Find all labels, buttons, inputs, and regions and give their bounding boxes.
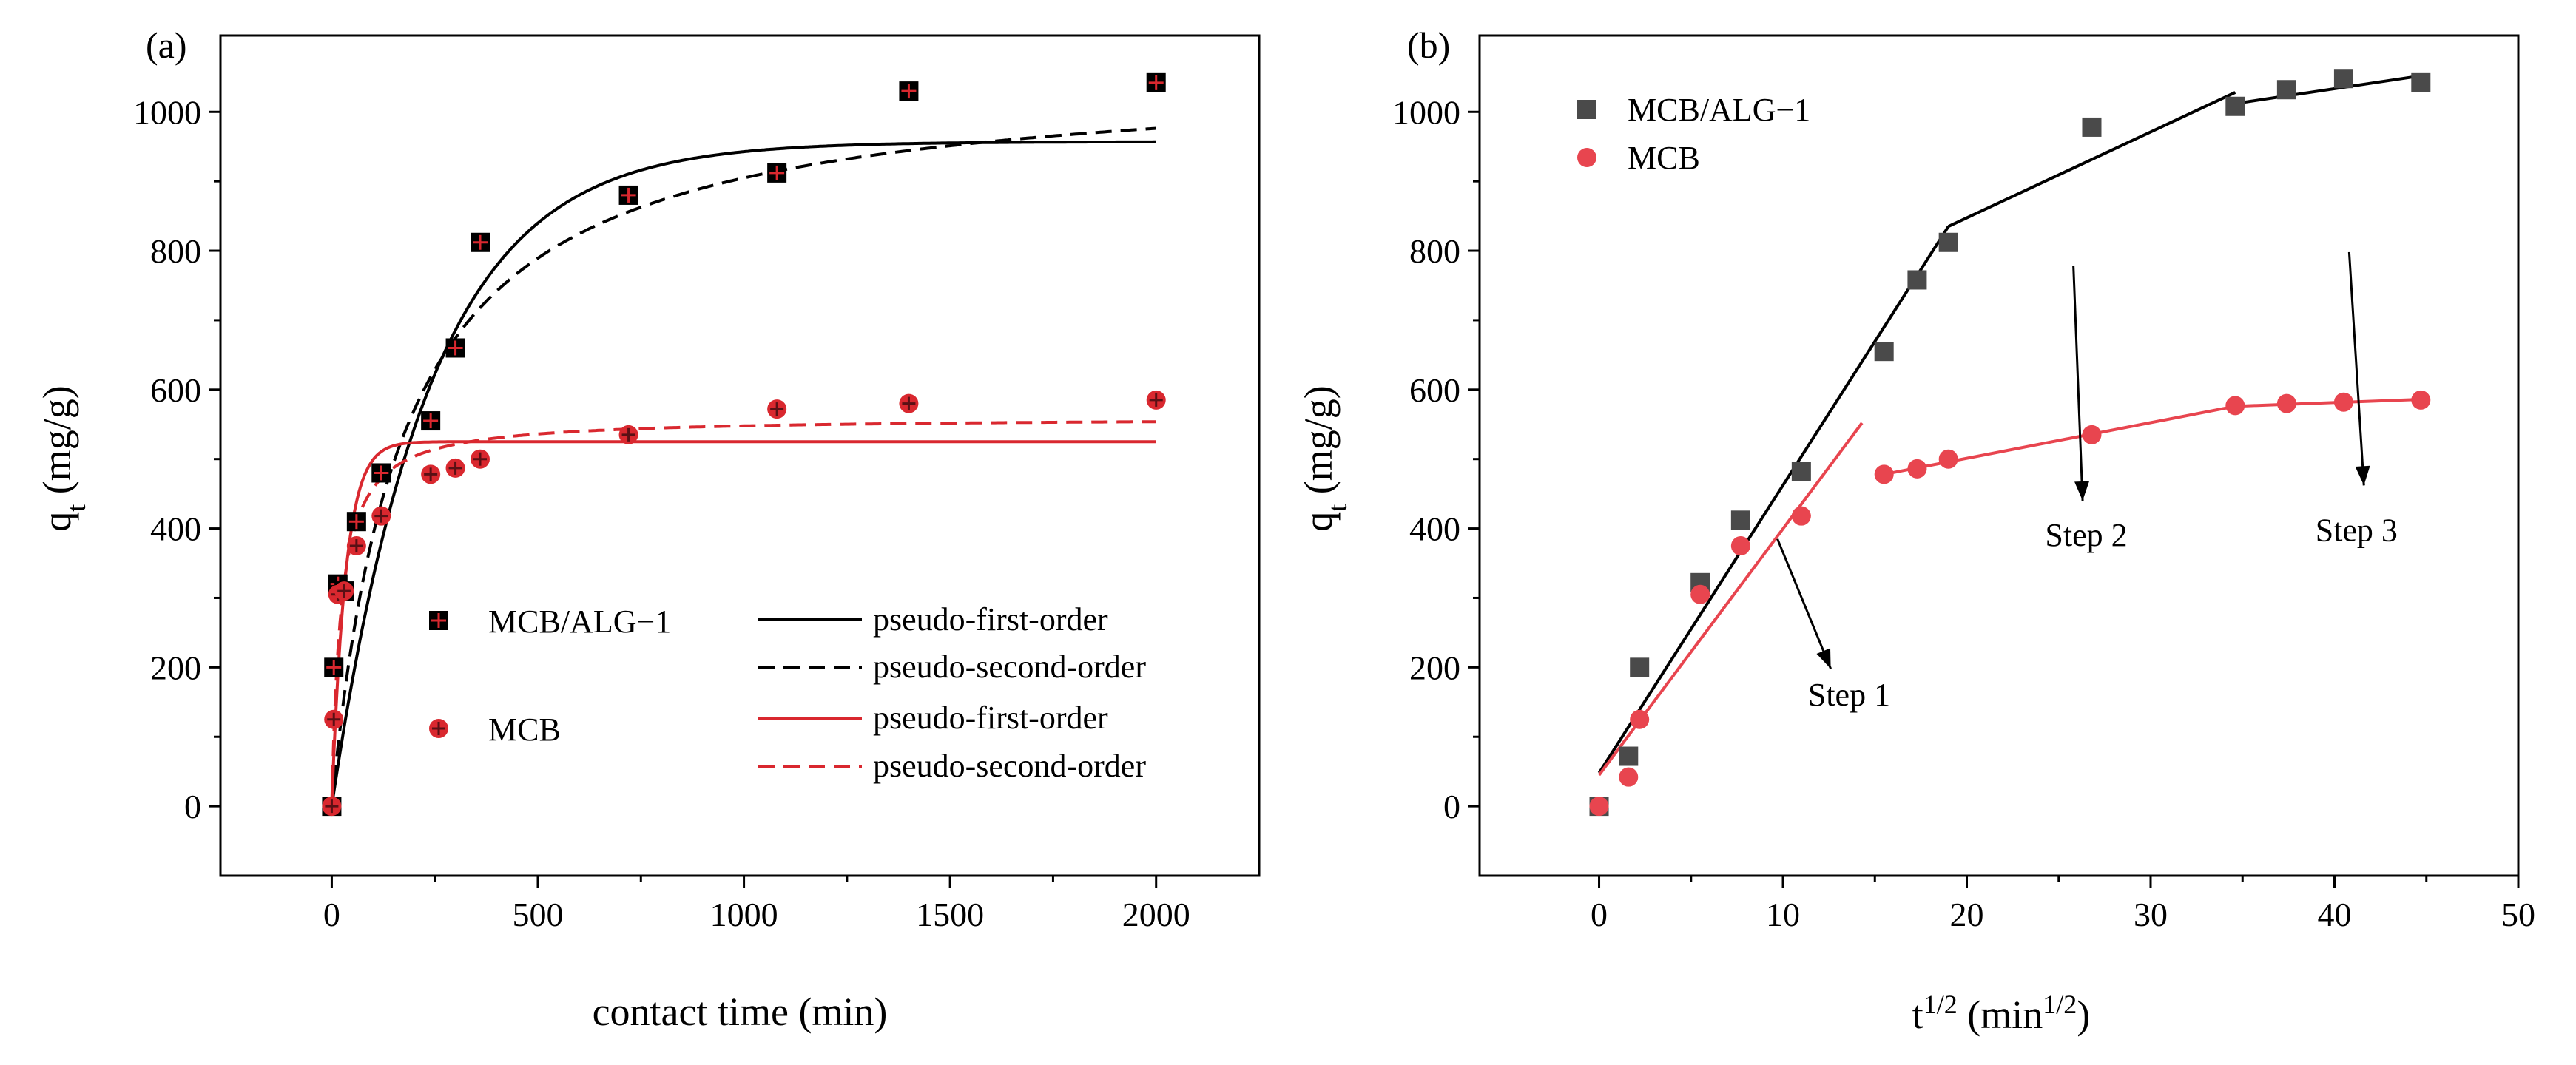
panel-a-ticks: 0 500 1000 1500 2000 0 200 400 600 800 1000 — [133, 93, 1190, 933]
panel-a-fit-curves — [330, 126, 1156, 807]
annotation-arrow — [1776, 538, 1832, 669]
legend-fit-label: pseudo-second-order — [873, 649, 1146, 685]
square-marker — [2225, 96, 2245, 116]
annotation-label: Step 3 — [2316, 512, 2398, 548]
y-tick-label: 0 — [1443, 788, 1460, 825]
panel-a-legend: MCB/ALG−1 MCB pseudo-first-order pseudo-sec… — [429, 601, 1146, 784]
fit-line-2 — [2235, 74, 2421, 105]
y-tick-label: 400 — [1409, 510, 1460, 548]
panel-a-data-points — [322, 72, 1166, 816]
panel-b-fit-lines — [1597, 74, 2421, 777]
square-marker — [1907, 270, 1927, 290]
circle-marker — [1730, 536, 1750, 556]
x-tick-label: 2000 — [1122, 896, 1190, 933]
annotation-arrowhead — [2355, 465, 2370, 486]
fit-line-4 — [1884, 405, 2236, 476]
y-tick-label: 1000 — [133, 93, 201, 131]
circle-marker — [1589, 797, 1609, 816]
fit-line-0 — [1597, 226, 1950, 774]
fit-line-5 — [2235, 397, 2421, 408]
fit-curve-3 — [330, 420, 1156, 807]
x-tick-label: 0 — [323, 896, 340, 933]
x-tick-label: 30 — [2134, 896, 2168, 933]
panel-b-label: (b) — [1407, 24, 1450, 66]
x-tick-label: 10 — [1766, 896, 1800, 933]
square-marker — [1619, 746, 1639, 766]
circle-marker — [1577, 148, 1596, 167]
y-tick-label: 800 — [1409, 232, 1460, 270]
annotation-arrow — [2072, 266, 2084, 501]
circle-marker — [2333, 392, 2353, 412]
square-marker — [1630, 657, 1650, 677]
legend-series-label: MCB/ALG−1 — [1628, 92, 1810, 128]
fit-curve-0 — [330, 140, 1156, 807]
legend-series-label: MCB — [488, 711, 561, 748]
circle-marker — [1690, 584, 1710, 604]
square-marker — [1791, 462, 1811, 481]
panel-b-y-axis-label: qt (mg/g) — [1296, 385, 1352, 532]
panel-b-frame — [1478, 34, 2520, 877]
legend-fit-label: pseudo-first-order — [873, 601, 1108, 638]
panel-a: (a) 0 500 1000 1500 2000 0 200 400 600 800 1000 co… — [35, 24, 1261, 1034]
circle-marker — [2225, 396, 2245, 416]
square-marker — [2276, 80, 2296, 100]
panel-b-data-points — [1589, 69, 2431, 816]
panel-b-legend: MCB/ALG−1 MCB — [1577, 92, 1810, 176]
y-tick-label: 0 — [184, 788, 201, 825]
square-marker — [1874, 342, 1894, 362]
x-tick-label: 50 — [2501, 896, 2535, 933]
panel-b-x-axis-label: t1/2 (min1/2) — [1912, 990, 2091, 1037]
panel-b-ticks: 0 10 20 30 40 50 0 200 400 600 800 1000 — [1392, 93, 2535, 933]
legend-series-label: MCB/ALG−1 — [488, 604, 671, 640]
square-marker — [2411, 72, 2431, 92]
circle-marker — [1630, 709, 1650, 729]
x-tick-label: 20 — [1950, 896, 1984, 933]
x-tick-label: 500 — [513, 896, 564, 933]
circle-marker — [1874, 464, 1894, 484]
x-tick-label: 0 — [1591, 896, 1608, 933]
y-tick-label: 200 — [1409, 649, 1460, 686]
annotation-arrowhead — [2074, 481, 2090, 501]
fit-curve-1 — [330, 126, 1156, 807]
y-tick-label: 600 — [1409, 371, 1460, 409]
circle-marker — [2411, 390, 2431, 410]
legend-series-label: MCB — [1628, 140, 1700, 176]
panel-a-label: (a) — [146, 24, 187, 66]
annotation-label: Step 2 — [2045, 517, 2127, 553]
y-tick-label: 400 — [150, 510, 201, 548]
square-marker — [1730, 510, 1750, 530]
square-marker — [2333, 69, 2353, 89]
circle-marker — [1619, 767, 1639, 787]
panel-a-y-axis-label: qt (mg/g) — [35, 385, 91, 532]
square-marker — [1938, 232, 1958, 252]
square-marker — [2082, 117, 2102, 137]
y-tick-label: 800 — [150, 232, 201, 270]
fit-line-1 — [1947, 91, 2236, 228]
annotation-arrowhead — [1816, 648, 1831, 669]
circle-marker — [1907, 459, 1927, 479]
y-tick-label: 1000 — [1392, 93, 1460, 131]
legend-fit-label: pseudo-second-order — [873, 748, 1146, 784]
y-tick-label: 600 — [150, 371, 201, 409]
x-tick-label: 1500 — [916, 896, 984, 933]
circle-marker — [1938, 449, 1958, 469]
panel-b-annotations: Step 1 Step 2 Step 3 — [1776, 251, 2398, 713]
y-tick-label: 200 — [150, 649, 201, 686]
square-marker — [1577, 100, 1596, 119]
x-tick-label: 1000 — [710, 896, 778, 933]
circle-marker — [2276, 393, 2296, 413]
x-tick-label: 40 — [2318, 896, 2352, 933]
legend-fit-label: pseudo-first-order — [873, 700, 1108, 736]
panel-a-frame — [219, 34, 1261, 877]
annotation-arrow — [2347, 251, 2365, 486]
circle-marker — [2082, 425, 2102, 444]
panel-a-x-axis-label: contact time (min) — [593, 990, 888, 1034]
annotation-label: Step 1 — [1808, 677, 1890, 713]
circle-marker — [1791, 506, 1811, 526]
